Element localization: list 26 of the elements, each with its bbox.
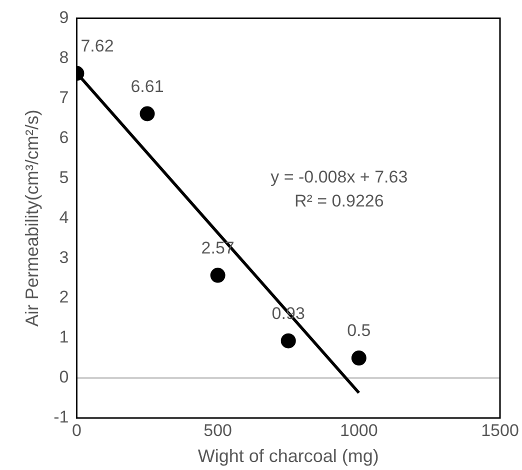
x-tick-label: 0 — [72, 420, 82, 440]
data-label: 0.5 — [347, 321, 371, 340]
x-tick-label: 1500 — [481, 420, 519, 440]
point — [210, 268, 226, 283]
y-tick-label: 5 — [59, 168, 69, 187]
y-tick-label: 6 — [59, 128, 69, 147]
annotation: R² = 0.9226 — [294, 191, 384, 210]
y-tick-label: 3 — [59, 248, 69, 267]
y-axis-title: Air Permeability(cm³/cm²/s) — [22, 110, 42, 327]
x-tick-label: 500 — [204, 420, 232, 440]
point — [351, 350, 366, 366]
data-label: 6.61 — [130, 76, 164, 96]
y-tick-label: 0 — [59, 368, 69, 387]
y-tick-label: 4 — [59, 208, 69, 227]
y-tick-label: 8 — [59, 48, 69, 67]
x-tick-label: 1000 — [340, 420, 378, 440]
data-label: 7.62 — [80, 36, 114, 56]
annotation: y = -0.008x + 7.63 — [270, 167, 408, 186]
y-tick-label: 7 — [59, 88, 69, 107]
y-tick-label: -1 — [54, 408, 69, 427]
y-tick-label: 1 — [59, 328, 69, 347]
y-tick-label: 9 — [59, 8, 69, 27]
point — [140, 106, 155, 122]
x-axis-title: Wight of charcoal (mg) — [198, 446, 379, 466]
point — [280, 333, 296, 348]
y-tick-label: 2 — [59, 288, 69, 307]
